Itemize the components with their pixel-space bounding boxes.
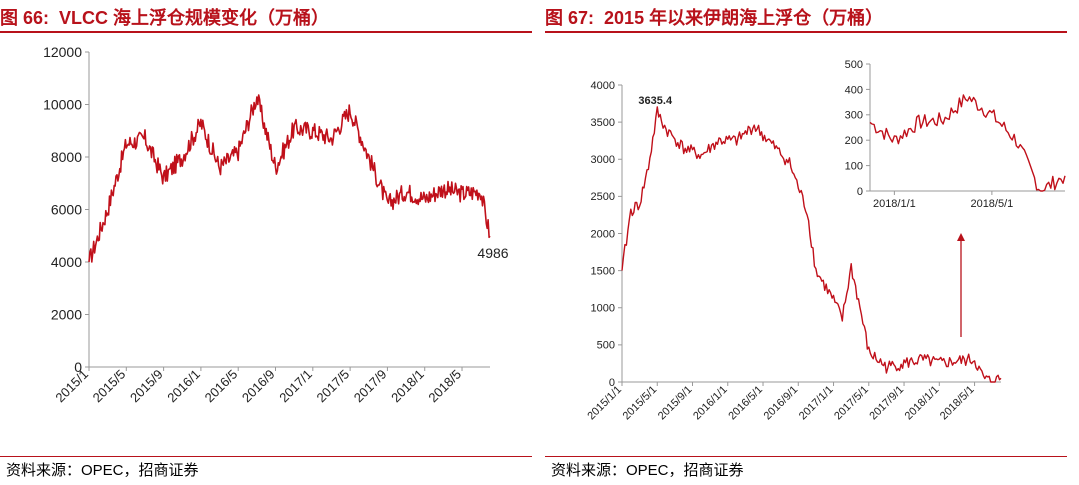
x-tick-label: 2015/9/1 [656,384,695,423]
y-tick-label: 1000 [591,303,615,315]
x-tick-label: 2018/1 [388,367,427,406]
y-tick-label: 10000 [43,96,82,112]
x-tick-label: 2016/9 [239,367,278,406]
series-line [88,94,491,263]
y-tick-label: 100 [845,160,863,172]
x-tick-label: 2016/5/1 [726,384,765,423]
y-tick-label: 500 [597,340,615,352]
figure-67-number: 图 67: [545,8,595,28]
last-value-label: 4986 [477,245,508,261]
y-tick-label: 1500 [591,265,615,277]
figure-66-title-text: VLCC 海上浮仓规模变化（万桶） [59,8,330,28]
x-tick-label: 2017/1 [276,367,315,406]
iran-floating-storage-chart: 050010001500200025003000350040002015/1/1… [585,59,1066,423]
x-tick-label: 2017/5/1 [832,384,871,423]
figure-66-number: 图 66: [0,8,50,28]
figure-66-panel: 图 66: VLCC 海上浮仓规模变化（万桶） 0 2000 4000 6000 8000… [0,0,532,485]
x-tick-label: 2017/9/1 [867,384,906,423]
x-tick-label: 2017/9 [351,367,390,406]
x-tick-label: 2015/1/1 [585,384,624,423]
title-rule [0,31,532,33]
figure-67-panel: 图 67: 2015 年以来伊朗海上浮仓（万桶） 0 500 1000 1500 2000… [545,0,1079,485]
source-rule [545,456,1067,457]
vlcc-floating-storage-chart: 0200040006000800010000120002015/12015/52… [43,44,509,406]
x-tick-label: 2016/1/1 [691,384,730,423]
source-note: 资料来源：OPEC，招商证券 [6,462,199,479]
y-tick-label: 2500 [591,191,615,203]
x-tick-label: 2015/1 [52,367,91,406]
x-tick-label: 2018/5 [425,367,464,406]
y-tick-label: 2000 [51,306,82,322]
y-tick-label: 6000 [51,201,82,217]
source-note: 资料来源：OPEC，招商证券 [551,462,744,479]
y-tick-label: 4000 [591,80,615,92]
source-rule [0,456,532,457]
x-tick-label: 2015/9 [127,367,166,406]
y-tick-label: 3000 [591,154,615,166]
x-tick-label: 2016/5 [202,367,241,406]
series-line [869,94,1066,192]
figure-67-title: 图 67: 2015 年以来伊朗海上浮仓（万桶） [545,4,893,32]
title-rule [545,31,1067,33]
x-tick-label: 2018/1/1 [903,384,942,423]
y-tick-label: 0 [74,359,82,375]
y-tick-label: 3500 [591,117,615,129]
x-tick-label: 2016/1 [164,367,203,406]
series-line [621,106,1002,383]
y-tick-label: 8000 [51,149,82,165]
y-tick-label: 0 [609,377,615,389]
x-tick-label: 2016/9/1 [762,384,801,423]
x-tick-label: 2017/5 [314,367,353,406]
y-tick-label: 200 [845,135,863,147]
x-tick-label: 2018/5/1 [938,384,977,423]
y-tick-label: 4000 [51,254,82,270]
y-tick-label: 2000 [591,228,615,240]
x-tick-label: 2015/5 [90,367,129,406]
x-tick-label: 2015/5/1 [621,384,660,423]
x-tick-label: 2018/1/1 [873,198,916,210]
y-tick-label: 12000 [43,44,82,60]
peak-value-label: 3635.4 [638,95,673,107]
y-tick-label: 300 [845,110,863,122]
y-tick-label: 500 [845,59,863,71]
figure-67-title-text: 2015 年以来伊朗海上浮仓（万桶） [604,8,884,28]
x-tick-label: 2018/5/1 [970,198,1013,210]
y-tick-label: 400 [845,84,863,96]
x-tick-label: 2017/1/1 [797,384,836,423]
inset-arrow-head [957,233,965,241]
figure-66-title: 图 66: VLCC 海上浮仓规模变化（万桶） [0,4,339,32]
y-tick-label: 0 [857,186,863,198]
